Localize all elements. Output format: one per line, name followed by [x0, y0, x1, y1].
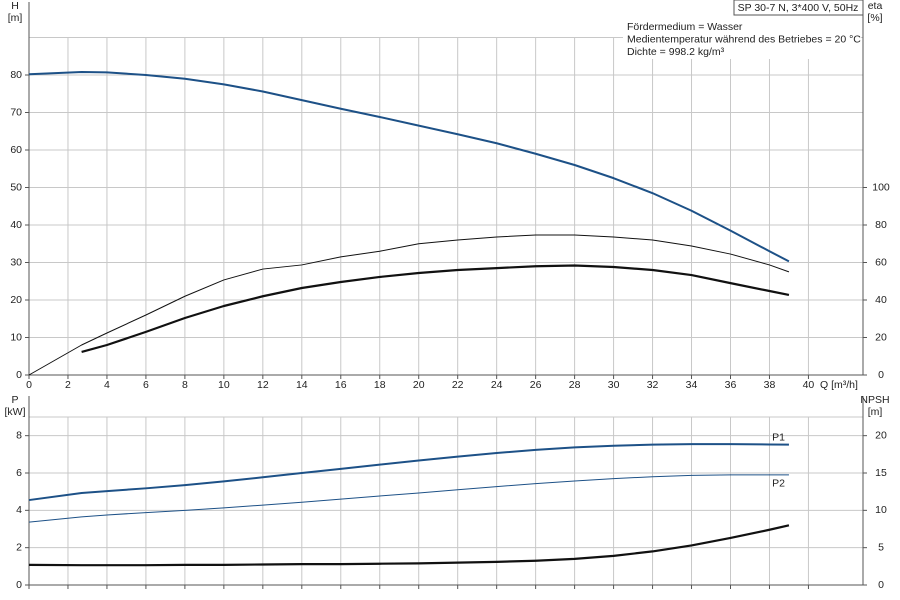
x-tick-label: 4	[104, 379, 110, 391]
y2-tick-label: 5	[878, 541, 884, 553]
y-tick-label: 80	[10, 69, 22, 81]
y2-tick-label: 20	[875, 331, 887, 343]
y-axis-unit: [m]	[8, 12, 23, 24]
y2-axis-unit: [%]	[867, 12, 882, 24]
x-tick-label: 6	[143, 379, 149, 391]
curve-label: P2	[772, 478, 785, 490]
x-tick-label: 22	[452, 379, 464, 391]
curve	[81, 264, 790, 354]
x-tick-label: 12	[257, 379, 269, 391]
y2-tick-label: 80	[875, 219, 887, 231]
y2-tick-label: 40	[875, 294, 887, 306]
x-axis-label: Q [m³/h]	[820, 379, 858, 391]
curve-label: P1	[772, 431, 785, 443]
x-tick-label: 2	[65, 379, 71, 391]
y-tick-label: 8	[16, 429, 22, 441]
y-tick-label: 0	[16, 579, 22, 591]
curve	[28, 474, 789, 523]
y-tick-label: 10	[10, 331, 22, 343]
chart-title: SP 30-7 N, 3*400 V, 50Hz	[738, 2, 859, 14]
x-tick-label: 18	[374, 379, 386, 391]
x-tick-label: 20	[413, 379, 425, 391]
y2-axis-label: NPSH	[860, 394, 889, 406]
y-tick-label: 40	[10, 219, 22, 231]
annotation: Fördermedium = Wasser	[627, 21, 743, 33]
y2-tick-label: 20	[875, 429, 887, 441]
y-tick-label: 0	[16, 369, 22, 381]
curve	[28, 234, 790, 376]
x-tick-label: 10	[218, 379, 230, 391]
y-tick-label: 6	[16, 467, 22, 479]
y2-tick-label: 0	[878, 579, 884, 591]
y-axis-unit: [kW]	[5, 406, 26, 418]
y-tick-label: 30	[10, 256, 22, 268]
y2-tick-label: 60	[875, 256, 887, 268]
y-tick-label: 70	[10, 106, 22, 118]
curve	[28, 443, 789, 502]
annotation: Medientemperatur während des Betriebes =…	[627, 33, 861, 45]
x-tick-label: 24	[491, 379, 503, 391]
annotation: Dichte = 998.2 kg/m³	[627, 46, 725, 58]
title-box	[733, 0, 864, 16]
y2-tick-label: 15	[875, 467, 887, 479]
x-tick-label: 14	[296, 379, 308, 391]
curve	[28, 524, 790, 567]
x-tick-label: 0	[26, 379, 32, 391]
y-tick-label: 60	[10, 144, 22, 156]
y-axis-label: P	[11, 394, 18, 406]
y2-axis-label: eta	[868, 0, 883, 12]
y-axis-label: H	[11, 0, 19, 12]
y2-axis-unit: [m]	[868, 406, 883, 418]
y-tick-label: 50	[10, 181, 22, 193]
y2-tick-label: 100	[872, 181, 890, 193]
x-tick-label: 8	[182, 379, 188, 391]
y-tick-label: 2	[16, 541, 22, 553]
x-tick-label: 40	[803, 379, 815, 391]
x-tick-label: 16	[335, 379, 347, 391]
x-tick-label: 36	[725, 379, 737, 391]
y2-tick-label: 10	[875, 504, 887, 516]
x-tick-label: 26	[530, 379, 542, 391]
x-tick-label: 34	[686, 379, 698, 391]
x-tick-label: 28	[569, 379, 581, 391]
y2-tick-label: 0	[878, 369, 884, 381]
x-tick-label: 38	[764, 379, 776, 391]
y-tick-label: 20	[10, 294, 22, 306]
annotation-background	[623, 20, 861, 59]
x-tick-label: 30	[608, 379, 620, 391]
x-tick-label: 32	[647, 379, 659, 391]
curve	[28, 71, 790, 263]
y-tick-label: 4	[16, 504, 22, 516]
